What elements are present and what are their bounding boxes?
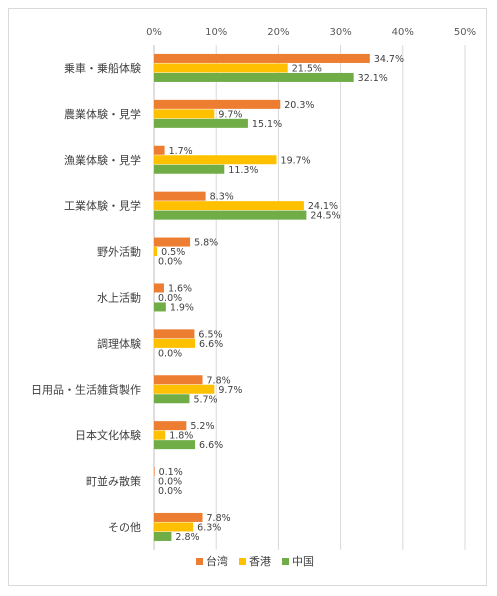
data-label: 0.0%	[158, 477, 182, 488]
data-label: 6.6%	[199, 440, 223, 451]
data-label: 9.7%	[218, 385, 242, 396]
data-label: 5.2%	[190, 421, 214, 432]
category-label: 工業体験・見学	[64, 199, 141, 213]
bar	[154, 375, 203, 385]
data-label: 5.7%	[193, 394, 217, 405]
data-label: 9.7%	[218, 109, 242, 120]
bar	[154, 247, 158, 257]
data-label: 0.0%	[158, 257, 182, 268]
bar	[154, 63, 288, 73]
bar	[154, 109, 215, 119]
x-tick-label: 20%	[267, 27, 289, 38]
bar	[154, 72, 354, 82]
bar	[154, 467, 155, 477]
bar	[154, 210, 307, 220]
category-label: 日本文化体験	[75, 428, 141, 442]
data-label: 1.9%	[170, 302, 194, 313]
x-tick-label: 30%	[329, 27, 351, 38]
legend-swatch	[239, 558, 246, 565]
category-label: その他	[108, 521, 141, 534]
bar	[154, 421, 187, 431]
data-label: 19.7%	[281, 155, 311, 166]
data-label: 1.6%	[168, 283, 192, 294]
legend-swatch	[282, 558, 289, 565]
data-label: 11.3%	[228, 165, 258, 176]
bar	[154, 201, 304, 211]
bar	[154, 191, 206, 201]
bar	[154, 531, 172, 541]
data-label: 34.7%	[374, 54, 404, 65]
category-label: 漁業体験・見学	[64, 153, 141, 167]
data-label: 24.5%	[310, 211, 340, 222]
bar	[154, 283, 164, 293]
category-label: 農業体験・見学	[64, 107, 141, 121]
data-label: 0.0%	[158, 486, 182, 497]
data-label: 5.8%	[194, 238, 218, 249]
bar	[154, 99, 281, 109]
legend-label: 中国	[292, 555, 314, 568]
data-label: 32.1%	[358, 73, 388, 84]
legend-swatch	[196, 558, 203, 565]
x-tick-label: 0%	[146, 27, 162, 38]
data-label: 15.1%	[252, 119, 282, 130]
data-label: 6.3%	[197, 522, 221, 533]
category-label: 野外活動	[97, 245, 141, 259]
data-label: 8.3%	[210, 192, 234, 203]
data-label: 0.5%	[161, 247, 185, 258]
bar	[154, 53, 370, 63]
data-label: 6.5%	[198, 329, 222, 340]
legend-label: 香港	[249, 555, 271, 568]
bar	[154, 394, 190, 404]
bar	[154, 384, 215, 394]
bar	[154, 430, 166, 440]
data-label: 21.5%	[292, 63, 322, 74]
bar	[154, 302, 166, 312]
data-label: 0.1%	[159, 467, 183, 478]
data-label: 20.3%	[284, 100, 314, 111]
data-label: 7.8%	[207, 375, 231, 386]
category-label: 水上活動	[97, 290, 141, 304]
bar	[154, 522, 194, 532]
x-tick-label: 40%	[392, 27, 414, 38]
bar	[154, 512, 203, 522]
bar	[154, 155, 277, 165]
category-label: 調理体験	[97, 336, 141, 350]
category-label: 町並み散策	[86, 474, 141, 488]
data-label: 1.8%	[169, 431, 193, 442]
data-label: 7.8%	[207, 513, 231, 524]
x-tick-label: 50%	[454, 27, 476, 38]
data-label: 24.1%	[308, 201, 338, 212]
bar	[154, 440, 196, 450]
bar	[154, 329, 195, 339]
category-label: 乗車・乗船体験	[64, 61, 141, 75]
data-label: 0.0%	[158, 348, 182, 359]
bar	[154, 164, 225, 174]
bar	[154, 118, 248, 128]
bar	[154, 338, 196, 348]
data-label: 6.6%	[199, 339, 223, 350]
category-label: 日用品・生活雑貨製作	[31, 382, 141, 396]
data-label: 0.0%	[158, 293, 182, 304]
x-tick-label: 10%	[205, 27, 227, 38]
data-label: 2.8%	[175, 532, 199, 543]
bar	[154, 237, 191, 247]
data-label: 1.7%	[169, 146, 193, 157]
legend-label: 台湾	[206, 554, 228, 568]
bar	[154, 145, 165, 155]
